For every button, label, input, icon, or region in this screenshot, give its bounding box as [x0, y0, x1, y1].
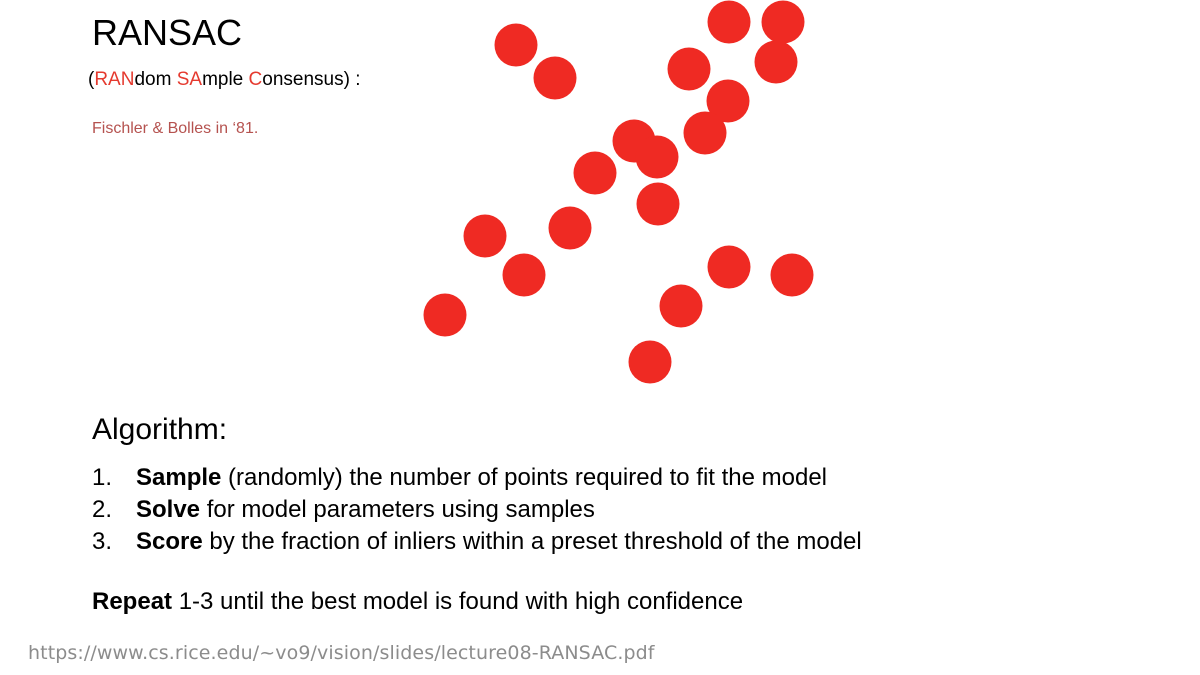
data-point	[636, 182, 680, 226]
data-point	[423, 293, 467, 337]
data-point	[754, 40, 798, 84]
data-point	[761, 0, 805, 44]
acronym-expansion: (RANdom SAmple Consensus) :	[88, 69, 361, 91]
algorithm-steps: 1. Sample (randomly) the number of points…	[92, 462, 862, 558]
subtitle-highlight: SA	[176, 69, 203, 90]
subtitle-highlight: RAN	[94, 69, 135, 90]
data-point	[573, 151, 617, 195]
step-number: 3.	[92, 528, 113, 555]
subtitle-part: dom	[134, 69, 177, 90]
slide-title: RANSAC	[92, 12, 243, 53]
step-text: (randomly) the number of points required…	[221, 464, 828, 491]
scatter-points-illustration	[423, 0, 814, 384]
step-keyword: Score	[136, 528, 203, 555]
step-item: 2. Solve for model parameters using sampl…	[92, 494, 862, 526]
subtitle-part: onsensus) :	[262, 69, 361, 90]
source-url: https://www.cs.rice.edu/~vo9/vision/slid…	[28, 642, 655, 664]
data-point	[494, 23, 538, 67]
data-point	[706, 79, 750, 123]
subtitle-part: mple	[202, 69, 249, 90]
data-point	[683, 111, 727, 155]
step-number: 2.	[92, 496, 113, 523]
repeat-text: 1-3 until the best model is found with h…	[172, 588, 744, 615]
data-point	[502, 253, 546, 297]
data-point	[628, 340, 672, 384]
credit-text: Fischler & Bolles in ‘81.	[92, 120, 259, 137]
data-point	[667, 47, 711, 91]
step-item: 1. Sample (randomly) the number of points…	[92, 462, 862, 494]
step-item: 3. Score by the fraction of inliers withi…	[92, 526, 862, 558]
step-text: by the fraction of inliers within a pres…	[202, 528, 862, 555]
data-point	[659, 284, 703, 328]
data-point	[533, 56, 577, 100]
data-point	[635, 135, 679, 179]
repeat-keyword: Repeat	[92, 588, 173, 615]
step-keyword: Sample	[136, 464, 222, 491]
step-number: 1.	[92, 464, 113, 491]
subtitle-highlight: C	[248, 69, 263, 90]
data-point	[707, 245, 751, 289]
algorithm-heading: Algorithm:	[92, 413, 228, 446]
data-point	[548, 206, 592, 250]
data-point	[707, 0, 751, 44]
subtitle-part: (	[88, 69, 95, 90]
step-text: for model parameters using samples	[200, 496, 595, 523]
data-point	[770, 253, 814, 297]
data-point	[463, 214, 507, 258]
repeat-instruction: Repeat 1-3 until the best model is found…	[92, 588, 743, 616]
step-keyword: Solve	[136, 496, 201, 523]
